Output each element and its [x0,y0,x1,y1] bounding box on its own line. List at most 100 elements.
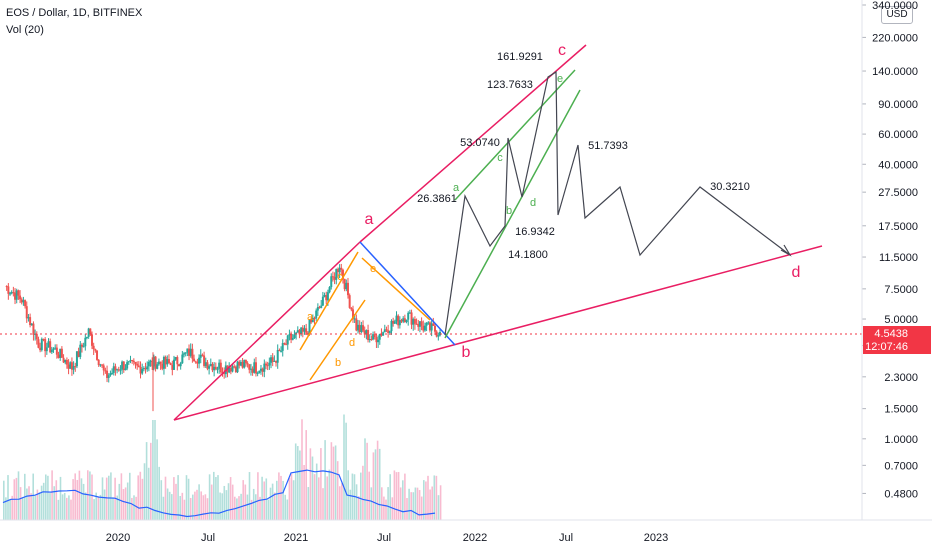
volume-bar [431,486,433,520]
volume-bar [410,492,412,520]
candle-body [270,357,273,363]
volume-bar [105,477,108,520]
candle-body [368,339,371,341]
candle-body [241,361,244,368]
volume-bar [66,497,68,520]
candle-body [388,331,391,333]
candle-body [268,362,271,366]
candle-body [55,347,58,355]
projection-arrow-head [780,244,792,257]
candle-body [276,350,279,363]
candle-body [79,344,82,357]
candle-body [14,292,17,300]
candle-body [117,369,120,371]
volume-bar [99,494,102,520]
candle-body [323,295,326,297]
current-price-tag [863,326,931,354]
volume-bar [385,499,387,520]
candle-body [397,315,400,326]
price-tick-label: 0.4800 [884,488,918,500]
candle-body [251,368,254,373]
volume-bar [17,471,20,520]
candle-body [408,312,411,314]
volume-bar [429,489,431,520]
candle-body [280,350,283,352]
price-tick-label: 5.0000 [884,314,918,326]
candle-body [328,287,331,293]
candle-body [433,325,436,332]
candle-body [383,329,386,333]
candle-body [259,368,262,371]
candle-body [390,320,393,332]
candle-body [256,372,259,374]
candle-body [219,362,222,373]
volume-bar [219,492,221,520]
volume-bar [299,450,301,520]
candle-body [331,276,334,278]
volume-bar [341,483,343,520]
candle-body [358,324,361,332]
wedge-upper-line [173,241,361,421]
candle-body [203,355,206,366]
volume-bar [72,479,74,520]
candle-body [288,334,291,336]
candle-body [236,361,239,373]
volume-bar [349,489,352,520]
candle-body [172,359,175,370]
volume-bar [78,470,81,520]
candle-body [308,319,311,335]
candle-body [96,350,99,360]
price-tick-label: 340.0000 [872,0,918,12]
candle-body [373,334,376,338]
currency-button[interactable]: USD [881,6,913,24]
volume-bar [42,482,45,520]
candle-body [335,269,338,280]
volume-bar [196,489,198,520]
candle-body [67,364,70,369]
volume-bar [93,499,95,520]
candle-body [183,353,186,355]
candle-body [430,323,433,331]
volume-bar [162,496,165,520]
volume-bar [393,470,396,520]
triangle-descending-line [359,241,456,346]
candle-body [316,307,319,311]
candle-body [352,309,354,319]
candle-body [375,337,378,343]
volume-bar [120,473,123,520]
candle-body [84,337,87,347]
price-annotation: 26.3861 [417,193,457,205]
candle-body [372,334,375,340]
volume-bar [309,448,312,520]
candle-body [253,362,256,373]
candle-body [94,349,97,351]
green-channel-lower [444,89,581,339]
candle-body [248,364,251,370]
time-tick-label: Jul [559,532,573,544]
volume-bar [307,487,310,520]
volume-bar [395,472,398,520]
candle-body [137,365,140,367]
candle-body [40,338,43,351]
volume-bar [278,472,280,520]
candle-body [418,321,421,327]
candle-body [266,365,269,367]
price-tick-label: 220.0000 [872,32,918,44]
volume-bar [252,488,255,520]
volume-bar [399,487,402,520]
candle-body [136,363,139,366]
candle-body [221,372,224,374]
candle-body [298,330,301,335]
volume-bar [397,471,400,520]
volume-bar [164,476,167,520]
volume-bar [427,475,429,520]
volume-bar [294,443,297,520]
candle-body [198,357,201,364]
price-tick-label: 140.0000 [872,66,918,78]
volume-bar [416,487,419,520]
volume-bar [202,495,205,520]
volume-bar [112,497,114,520]
candle-body [149,360,152,362]
volume-bar [286,499,289,520]
candle-body [380,333,383,336]
